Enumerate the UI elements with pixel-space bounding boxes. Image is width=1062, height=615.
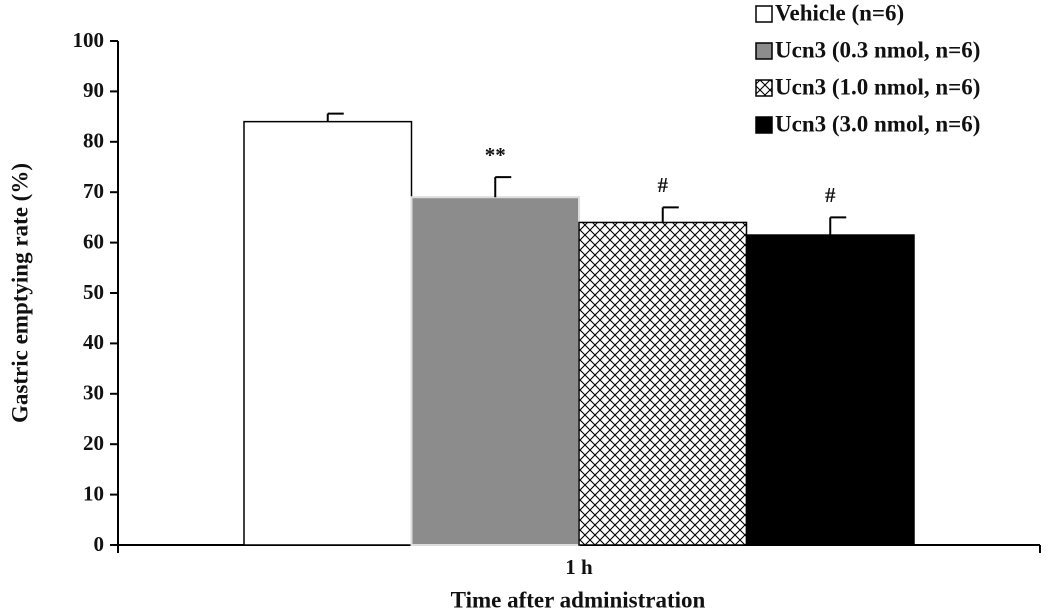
y-tick-label: 90 [83, 78, 104, 102]
bar [745, 234, 915, 546]
y-tick-label: 70 [83, 179, 104, 203]
legend-swatch [755, 116, 773, 134]
bar [410, 196, 580, 547]
legend-label: Vehicle (n=6) [775, 0, 904, 25]
error-bar [829, 216, 847, 236]
y-tick-label: 60 [83, 229, 104, 253]
legend-swatch [755, 42, 773, 60]
y-tick-label: 0 [94, 532, 105, 556]
legend-label: Ucn3 (0.3 nmol, n=6) [775, 37, 980, 62]
y-tick-label: 50 [83, 280, 104, 304]
annotation: # [658, 173, 669, 197]
y-tick-label: 10 [83, 481, 104, 505]
y-tick-label: 40 [83, 330, 104, 354]
y-tick-label: 30 [83, 381, 104, 405]
annotation: ** [485, 143, 506, 167]
bar [578, 221, 748, 546]
error-bar [661, 206, 679, 223]
error-bar [494, 176, 512, 198]
legend-label: Ucn3 (3.0 nmol, n=6) [775, 111, 980, 136]
y-tick-label: 100 [73, 28, 105, 52]
y-tick-label: 80 [83, 129, 104, 153]
error-bar [326, 112, 344, 122]
y-tick-label: 20 [83, 431, 104, 455]
legend-label: Ucn3 (1.0 nmol, n=6) [775, 74, 980, 99]
annotation: # [825, 183, 836, 207]
x-axis-title: Time after administration [451, 587, 706, 612]
x-tick-label: 1 h [565, 555, 593, 579]
bar [243, 120, 413, 546]
legend-swatch [755, 5, 773, 23]
y-axis-title: Gastric emptying rate (%) [7, 163, 32, 423]
legend-swatch [755, 79, 773, 97]
